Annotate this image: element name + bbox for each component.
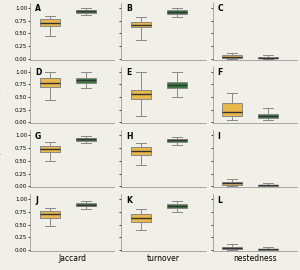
PathPatch shape bbox=[131, 22, 151, 27]
Text: A: A bbox=[35, 4, 41, 14]
Y-axis label: SF: SF bbox=[0, 218, 1, 227]
X-axis label: nestedness: nestedness bbox=[233, 254, 277, 263]
X-axis label: turnover: turnover bbox=[147, 254, 180, 263]
PathPatch shape bbox=[167, 139, 187, 142]
PathPatch shape bbox=[258, 57, 278, 58]
PathPatch shape bbox=[76, 138, 96, 141]
Y-axis label: All: All bbox=[0, 27, 1, 36]
Text: J: J bbox=[35, 196, 38, 205]
PathPatch shape bbox=[131, 147, 151, 155]
Text: L: L bbox=[218, 196, 223, 205]
PathPatch shape bbox=[40, 211, 60, 218]
Y-axis label: AF: AF bbox=[0, 90, 1, 100]
PathPatch shape bbox=[222, 247, 242, 249]
Text: C: C bbox=[218, 4, 223, 14]
PathPatch shape bbox=[40, 78, 60, 87]
PathPatch shape bbox=[167, 204, 187, 208]
PathPatch shape bbox=[167, 82, 187, 88]
Text: B: B bbox=[126, 4, 132, 14]
Text: F: F bbox=[218, 68, 223, 77]
PathPatch shape bbox=[167, 10, 187, 14]
PathPatch shape bbox=[222, 55, 242, 58]
PathPatch shape bbox=[40, 19, 60, 26]
Text: D: D bbox=[35, 68, 41, 77]
Text: G: G bbox=[35, 132, 41, 141]
PathPatch shape bbox=[76, 10, 96, 13]
Text: E: E bbox=[126, 68, 132, 77]
X-axis label: Jaccard: Jaccard bbox=[58, 254, 86, 263]
PathPatch shape bbox=[76, 203, 96, 206]
PathPatch shape bbox=[131, 214, 151, 222]
PathPatch shape bbox=[222, 182, 242, 185]
Text: K: K bbox=[126, 196, 132, 205]
Y-axis label: RF: RF bbox=[0, 154, 1, 163]
PathPatch shape bbox=[222, 103, 242, 116]
Text: I: I bbox=[218, 132, 220, 141]
PathPatch shape bbox=[258, 185, 278, 186]
PathPatch shape bbox=[258, 114, 278, 118]
PathPatch shape bbox=[76, 78, 96, 83]
Text: H: H bbox=[126, 132, 133, 141]
PathPatch shape bbox=[131, 90, 151, 99]
PathPatch shape bbox=[40, 146, 60, 152]
